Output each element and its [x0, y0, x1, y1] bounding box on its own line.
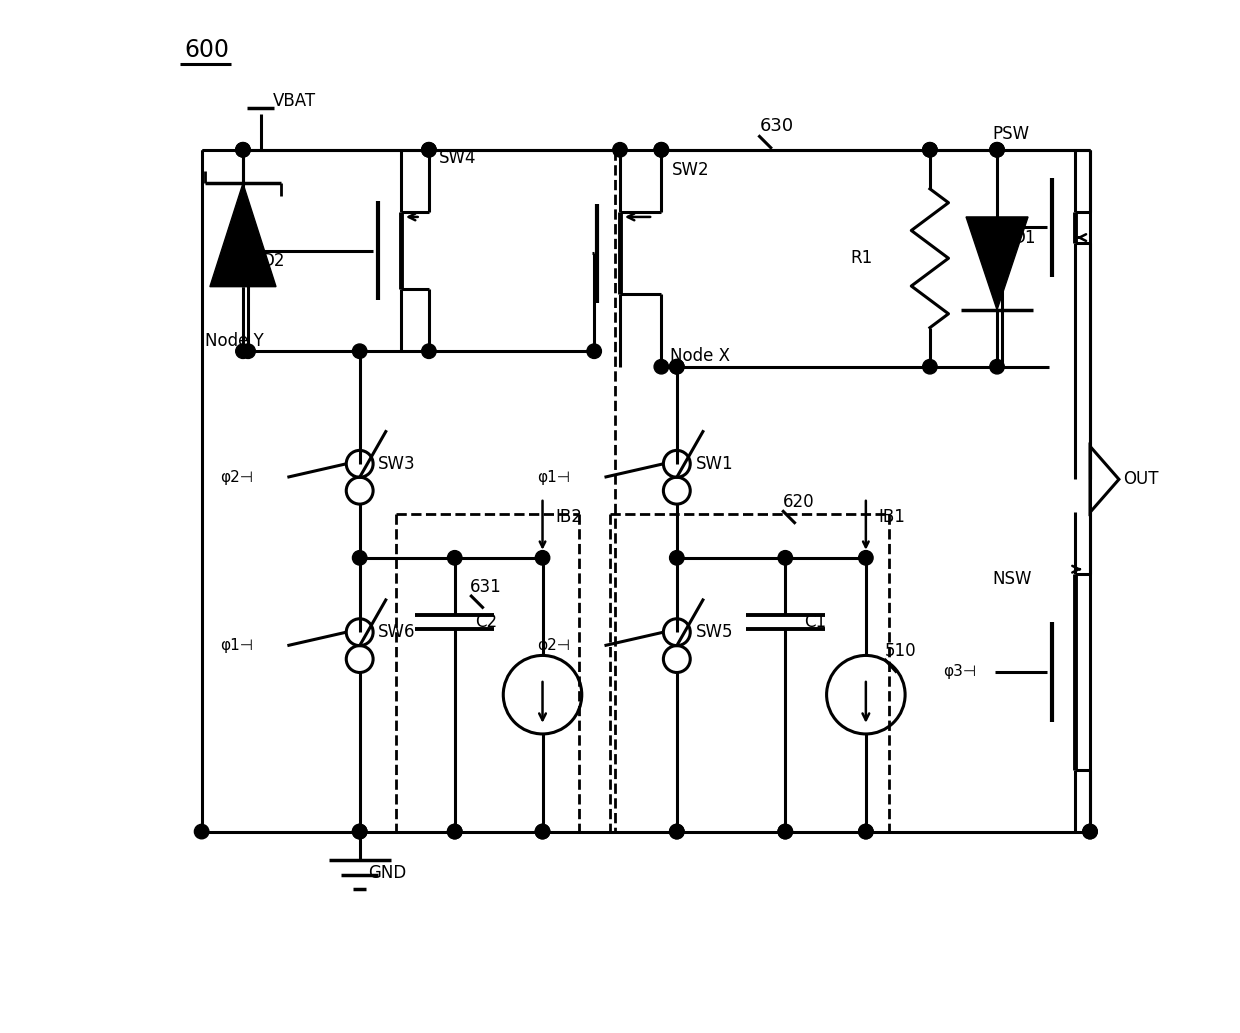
- Circle shape: [923, 359, 937, 374]
- Circle shape: [536, 824, 549, 839]
- Circle shape: [236, 143, 250, 157]
- Circle shape: [236, 143, 250, 157]
- Text: Node X: Node X: [670, 347, 729, 366]
- Text: 630: 630: [759, 117, 794, 135]
- Text: φ1⊣: φ1⊣: [537, 470, 570, 484]
- Text: φ1⊣: φ1⊣: [221, 638, 253, 653]
- Circle shape: [653, 143, 668, 157]
- Text: 510: 510: [884, 641, 916, 660]
- Text: 620: 620: [784, 493, 815, 511]
- Circle shape: [990, 143, 1004, 157]
- Circle shape: [858, 824, 873, 839]
- Circle shape: [422, 344, 436, 358]
- Text: C1: C1: [804, 613, 826, 631]
- Circle shape: [777, 824, 792, 839]
- Circle shape: [777, 824, 792, 839]
- Circle shape: [448, 824, 463, 839]
- Polygon shape: [966, 217, 1028, 310]
- Text: R1: R1: [851, 249, 873, 268]
- Text: IB1: IB1: [878, 507, 905, 526]
- Text: D1: D1: [1013, 228, 1037, 247]
- Circle shape: [241, 344, 255, 358]
- Text: φ2⊣: φ2⊣: [537, 638, 570, 653]
- Text: GND: GND: [368, 864, 407, 882]
- Text: φ2⊣: φ2⊣: [221, 470, 253, 484]
- Circle shape: [536, 551, 549, 565]
- Text: 631: 631: [470, 577, 502, 596]
- Circle shape: [1083, 824, 1097, 839]
- Text: PSW: PSW: [992, 125, 1029, 144]
- Circle shape: [352, 824, 367, 839]
- Circle shape: [352, 551, 367, 565]
- Text: SW6: SW6: [378, 623, 415, 641]
- Circle shape: [670, 359, 684, 374]
- Circle shape: [670, 359, 684, 374]
- Text: OUT: OUT: [1123, 470, 1158, 489]
- Circle shape: [923, 143, 937, 157]
- Text: VBAT: VBAT: [273, 92, 316, 111]
- Text: SW2: SW2: [672, 161, 709, 180]
- Circle shape: [777, 551, 792, 565]
- Circle shape: [670, 551, 684, 565]
- Circle shape: [236, 344, 250, 358]
- Circle shape: [422, 143, 436, 157]
- Polygon shape: [210, 183, 277, 286]
- Text: C2: C2: [475, 613, 497, 631]
- Text: SW3: SW3: [378, 455, 415, 473]
- Circle shape: [422, 143, 436, 157]
- Text: D2: D2: [262, 252, 285, 270]
- Circle shape: [352, 824, 367, 839]
- Circle shape: [653, 143, 668, 157]
- Circle shape: [448, 824, 463, 839]
- Text: φ3⊣: φ3⊣: [944, 664, 976, 680]
- Text: SW4: SW4: [439, 149, 476, 166]
- Circle shape: [670, 824, 684, 839]
- Circle shape: [923, 143, 937, 157]
- Circle shape: [536, 824, 549, 839]
- Circle shape: [858, 551, 873, 565]
- Text: Node Y: Node Y: [205, 332, 263, 350]
- Text: SW1: SW1: [696, 455, 733, 473]
- Circle shape: [195, 824, 208, 839]
- Circle shape: [352, 344, 367, 358]
- Text: SW5: SW5: [696, 623, 733, 641]
- Circle shape: [990, 143, 1004, 157]
- Circle shape: [448, 551, 463, 565]
- Circle shape: [653, 359, 668, 374]
- Circle shape: [670, 824, 684, 839]
- Circle shape: [990, 359, 1004, 374]
- Circle shape: [858, 824, 873, 839]
- Circle shape: [587, 344, 601, 358]
- Circle shape: [1083, 824, 1097, 839]
- Text: 600: 600: [184, 37, 229, 62]
- Text: NSW: NSW: [992, 570, 1032, 588]
- Circle shape: [613, 143, 627, 157]
- Text: IB2: IB2: [556, 507, 582, 526]
